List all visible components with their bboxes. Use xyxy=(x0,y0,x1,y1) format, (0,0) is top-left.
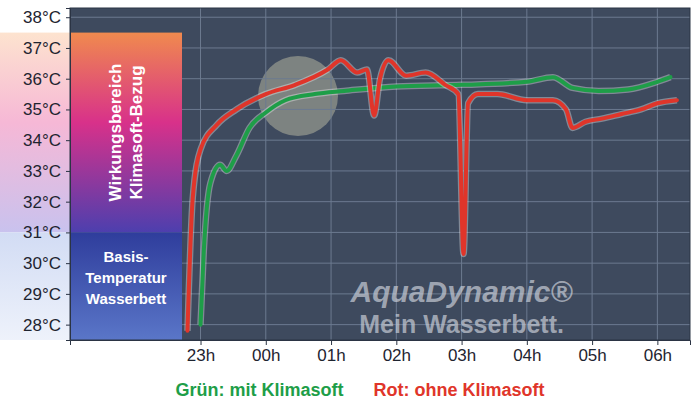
bands xyxy=(0,33,182,340)
y-tick-label: 28°C xyxy=(23,316,61,335)
y-tick-mark xyxy=(66,294,70,295)
x-tick-mark xyxy=(266,340,267,345)
y-tick: 29°C xyxy=(23,285,70,304)
y-tick-mark xyxy=(66,109,70,110)
x-tick-mark xyxy=(396,340,397,345)
grid-line xyxy=(592,8,593,340)
x-tick: 02h xyxy=(383,340,411,365)
y-tick: 37°C xyxy=(23,39,70,58)
x-tick: 04h xyxy=(513,340,541,365)
x-tick-label: 02h xyxy=(383,346,411,365)
y-tick: 36°C xyxy=(23,70,70,89)
watermark-text: AquaDynamic® xyxy=(349,275,573,308)
y-tick-mark xyxy=(66,17,70,18)
band-label: Temperatur xyxy=(85,269,167,286)
grid-line xyxy=(331,8,332,340)
band-label: Wasserbett xyxy=(86,290,166,307)
y-tick: 32°C xyxy=(23,193,70,212)
x-axis: 23h 00h 01h 02h 03h 04h 05h 06h xyxy=(71,340,691,365)
y-tick-mark xyxy=(66,171,70,172)
band-label: Wirkungsbereich xyxy=(106,64,125,202)
band xyxy=(70,33,182,233)
x-tick: 06h xyxy=(644,340,672,365)
line-halo xyxy=(187,60,676,331)
x-tick-label: 01h xyxy=(317,346,345,365)
legend: Grün: mit Klimasoft Rot: ohne Klimasoft xyxy=(175,380,544,400)
x-tick-mark xyxy=(462,340,463,345)
y-tick-label: 38°C xyxy=(23,8,61,27)
x-tick: 23h xyxy=(187,340,215,365)
band xyxy=(70,232,182,340)
watermark-text: Mein Wasserbett. xyxy=(359,310,564,338)
chart: AquaDynamic®Mein Wasserbett. Wirkungsbere… xyxy=(0,0,700,410)
y-tick-mark xyxy=(66,263,70,264)
grid-line xyxy=(657,8,658,340)
x-tick-mark xyxy=(657,340,658,345)
x-tick-label: 06h xyxy=(644,346,672,365)
x-tick-mark xyxy=(592,340,593,345)
legend-entry: Grün: mit Klimasoft xyxy=(175,380,343,400)
y-tick-label: 35°C xyxy=(23,100,61,119)
x-tick-mark xyxy=(331,340,332,345)
y-tick-mark xyxy=(66,325,70,326)
x-tick-label: 23h xyxy=(187,346,215,365)
band-labels: WirkungsbereichKlimasoft-Bezug Basis- Temp… xyxy=(85,64,167,308)
y-tick-label: 29°C xyxy=(23,285,61,304)
y-tick-mark xyxy=(66,140,70,141)
y-axis-line xyxy=(66,9,71,341)
x-tick-mark xyxy=(201,340,202,345)
y-tick-mark xyxy=(66,48,70,49)
y-tick-label: 30°C xyxy=(23,254,61,273)
x-tick-mark xyxy=(527,340,528,345)
y-tick-label: 32°C xyxy=(23,193,61,212)
x-tick: 03h xyxy=(448,340,476,365)
y-tick-label: 37°C xyxy=(23,39,61,58)
x-tick: 00h xyxy=(252,340,280,365)
grid xyxy=(70,8,690,340)
x-axis-line xyxy=(71,341,691,346)
y-tick-mark xyxy=(66,202,70,203)
y-tick: 31°C xyxy=(23,223,70,242)
legend-entry: Rot: ohne Klimasoft xyxy=(374,380,545,400)
x-tick: 01h xyxy=(317,340,345,365)
y-axis: 28°C 29°C 30°C 31°C 32°C 33°C 34°C 35°C 36°C 37°C… xyxy=(23,8,70,340)
band-label: Klimasoft-Bezug xyxy=(127,65,146,199)
background xyxy=(0,0,700,410)
line xyxy=(187,60,676,331)
y-tick-label: 33°C xyxy=(23,162,61,181)
watermark: AquaDynamic®Mein Wasserbett. xyxy=(349,275,573,338)
x-tick-label: 04h xyxy=(513,346,541,365)
x-tick-label: 03h xyxy=(448,346,476,365)
grid-line xyxy=(70,17,690,18)
band-label-area xyxy=(0,33,70,233)
y-tick: 34°C xyxy=(23,131,70,150)
y-tick: 35°C xyxy=(23,100,70,119)
grid-line xyxy=(265,8,266,340)
y-tick-label: 36°C xyxy=(23,70,61,89)
y-tick-label: 34°C xyxy=(23,131,61,150)
y-tick: 30°C xyxy=(23,254,70,273)
y-tick: 33°C xyxy=(23,162,70,181)
y-tick: 38°C xyxy=(23,8,70,27)
x-tick-label: 00h xyxy=(252,346,280,365)
plot-area xyxy=(70,8,690,340)
band-label-area xyxy=(0,232,70,340)
series-group xyxy=(187,60,676,331)
y-tick-label: 31°C xyxy=(23,223,61,242)
y-tick-mark xyxy=(66,79,70,80)
plot-frame xyxy=(70,8,690,340)
x-tick: 05h xyxy=(578,340,606,365)
line xyxy=(201,77,671,324)
y-tick: 28°C xyxy=(23,316,70,335)
x-tick-label: 05h xyxy=(578,346,606,365)
band-label: Basis- xyxy=(103,248,148,265)
y-tick-mark xyxy=(66,232,70,233)
line-halo xyxy=(201,77,671,324)
